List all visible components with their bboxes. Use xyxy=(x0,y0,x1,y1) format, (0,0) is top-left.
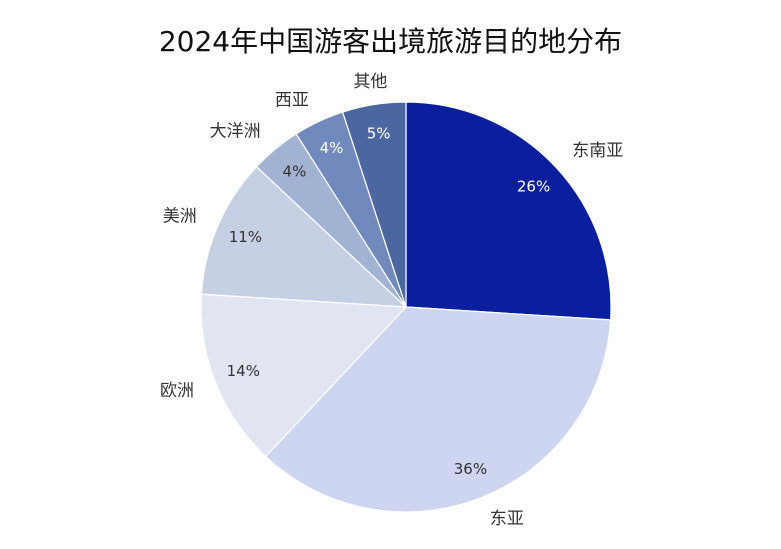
pie-slice-1 xyxy=(264,306,612,513)
pct-label-4: 4% xyxy=(283,163,307,181)
pct-label-0: 26% xyxy=(517,178,550,196)
category-label-1: 东亚 xyxy=(490,509,524,529)
category-label-2: 欧洲 xyxy=(160,381,194,401)
pie-slice-0 xyxy=(405,101,612,321)
pct-label-3: 11% xyxy=(229,228,262,246)
pct-label-1: 36% xyxy=(454,460,487,478)
category-label-0: 东南亚 xyxy=(572,141,623,161)
pct-label-2: 14% xyxy=(227,362,260,380)
pct-label-5: 4% xyxy=(320,139,344,157)
pct-label-6: 5% xyxy=(367,125,391,143)
pie-slice-3 xyxy=(200,165,408,308)
chart-title: 2024年中国游客出境旅游目的地分布 xyxy=(158,25,623,58)
category-label-6: 其他 xyxy=(353,72,387,92)
pie-slice-6 xyxy=(341,101,407,308)
category-label-5: 西亚 xyxy=(275,91,309,111)
pie-slice-2 xyxy=(200,293,408,458)
category-label-4: 大洋洲 xyxy=(210,121,261,141)
category-label-3: 美洲 xyxy=(163,206,197,226)
